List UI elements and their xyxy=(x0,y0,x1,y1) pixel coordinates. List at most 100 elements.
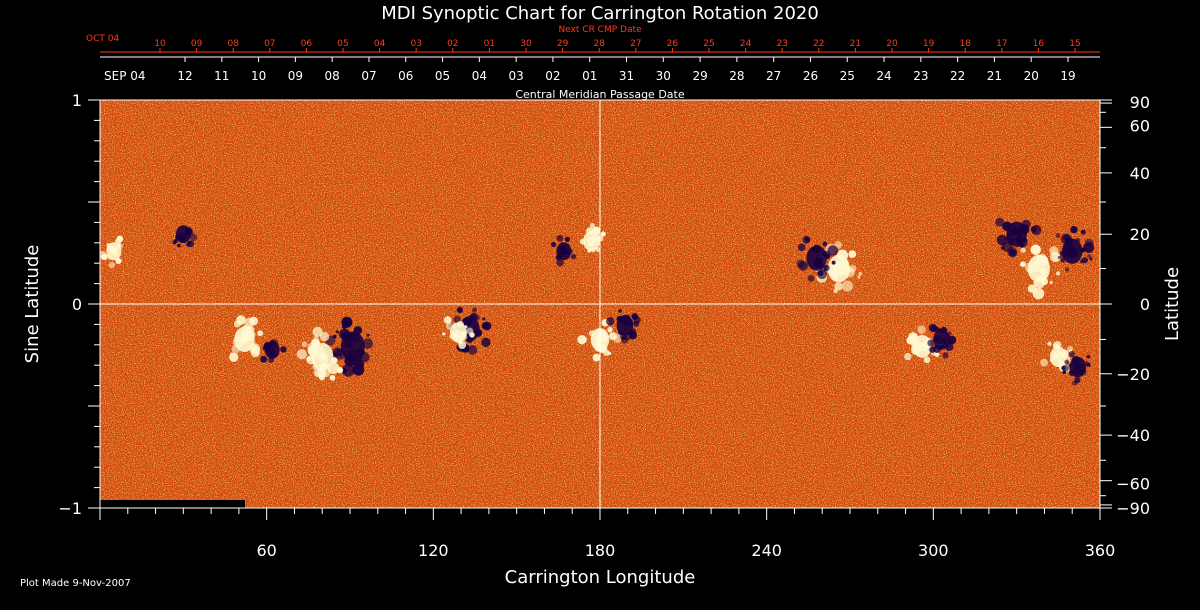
region-blob xyxy=(1061,365,1066,371)
region-blob xyxy=(1065,267,1070,272)
region-core xyxy=(106,242,122,261)
region-blob xyxy=(101,253,108,261)
y-right-tick-label: −40 xyxy=(1116,426,1150,445)
cmp-date-label: 22 xyxy=(950,69,965,83)
region-blob xyxy=(249,316,259,326)
region-blob xyxy=(1089,257,1093,261)
region-blob xyxy=(116,235,124,243)
region-blob xyxy=(1060,258,1066,263)
region-blob xyxy=(1070,225,1078,234)
region-blob xyxy=(796,259,805,269)
next-date-label: 20 xyxy=(886,39,898,49)
region-blob xyxy=(807,274,815,282)
x-tick-label: 240 xyxy=(751,541,782,560)
y-left-tick-label: 0 xyxy=(72,295,82,314)
next-date-label: 28 xyxy=(593,39,605,49)
next-cmp-axis: Next CR CMP Date OCT 04 10 09 08 07 06 05 04 03… xyxy=(86,25,1100,53)
region-blob xyxy=(341,363,355,377)
cmp-date-label: 26 xyxy=(803,69,818,83)
next-date-label: 24 xyxy=(740,39,752,49)
chart-title: MDI Synoptic Chart for Carrington Rotati… xyxy=(381,3,819,24)
region-blob xyxy=(995,217,1005,227)
region-blob xyxy=(631,313,638,320)
region-blob xyxy=(802,235,811,244)
region-blob xyxy=(592,353,601,362)
next-date-label: 18 xyxy=(959,39,971,49)
region-core xyxy=(234,326,255,353)
next-date-label: 02 xyxy=(447,39,458,49)
cmp-date-label: 04 xyxy=(472,69,487,83)
region-blob xyxy=(1020,247,1026,253)
region-blob xyxy=(313,335,319,341)
region-blob xyxy=(1047,341,1052,346)
negative-region xyxy=(606,309,641,344)
x-tick-label: 60 xyxy=(256,541,276,560)
region-blob xyxy=(564,236,570,243)
next-date-label: 10 xyxy=(154,39,166,49)
negative-region xyxy=(796,235,839,282)
negative-region xyxy=(172,225,198,248)
cmp-date-label: 10 xyxy=(251,69,266,83)
region-blob xyxy=(187,240,192,245)
region-blob xyxy=(1030,226,1037,233)
region-blob xyxy=(904,352,912,361)
region-blob xyxy=(442,332,446,336)
negative-region xyxy=(260,338,287,363)
region-blob xyxy=(339,353,343,357)
y-left-tick-label: 1 xyxy=(72,91,82,110)
region-blob xyxy=(848,250,857,259)
region-blob xyxy=(607,326,613,333)
region-core xyxy=(806,245,827,271)
cmp-date-label: 24 xyxy=(876,69,891,83)
region-blob xyxy=(1049,251,1061,263)
region-blob xyxy=(831,260,836,265)
region-blob xyxy=(1030,244,1041,255)
x-tick-label: 120 xyxy=(418,541,449,560)
cmp-date-label: 19 xyxy=(1060,69,1075,83)
negative-region xyxy=(1055,225,1095,272)
x-tick-label: 360 xyxy=(1085,541,1116,560)
region-blob xyxy=(443,316,452,324)
region-blob xyxy=(841,280,854,292)
next-date-label: 16 xyxy=(1033,39,1045,49)
region-blob xyxy=(827,245,839,256)
region-core xyxy=(1027,254,1050,283)
region-blob xyxy=(312,326,323,337)
cmp-date-label: 02 xyxy=(545,69,560,83)
region-core xyxy=(912,335,932,358)
next-axis-label: Next CR CMP Date xyxy=(558,25,642,35)
x-tick-label: 300 xyxy=(918,541,949,560)
region-blob xyxy=(1055,271,1061,276)
y-axis-right-label: Latitude xyxy=(1162,267,1183,341)
cmp-axis-label: Central Meridian Passage Date xyxy=(515,88,684,101)
region-blob xyxy=(589,222,595,228)
cmp-date-label: 20 xyxy=(1024,69,1039,83)
cmp-date-label: 27 xyxy=(766,69,781,83)
region-blob xyxy=(556,234,564,242)
region-blob xyxy=(362,338,374,349)
region-blob xyxy=(1057,255,1061,260)
region-core xyxy=(1062,238,1083,264)
region-blob xyxy=(482,321,492,331)
region-blob xyxy=(1020,262,1024,267)
region-blob xyxy=(172,240,177,245)
cmp-date-label: 23 xyxy=(913,69,928,83)
cmp-date-label: 07 xyxy=(361,69,376,83)
region-blob xyxy=(1055,233,1061,238)
next-date-label: 07 xyxy=(264,39,275,49)
positive-region xyxy=(1020,244,1061,300)
y-right-tick-label: 40 xyxy=(1130,164,1150,183)
polar-gap xyxy=(100,500,245,508)
region-core xyxy=(340,331,365,362)
region-blob xyxy=(319,332,330,342)
region-blob xyxy=(1067,345,1074,352)
x-tick-label: 180 xyxy=(585,541,616,560)
region-blob xyxy=(1027,284,1037,293)
region-blob xyxy=(189,233,198,242)
y-right-tick-label: −90 xyxy=(1116,499,1150,518)
y-right-tick-label: 20 xyxy=(1130,225,1150,244)
region-core xyxy=(264,340,280,359)
region-blob xyxy=(177,243,181,248)
positive-region xyxy=(100,235,124,269)
region-core xyxy=(175,225,191,244)
